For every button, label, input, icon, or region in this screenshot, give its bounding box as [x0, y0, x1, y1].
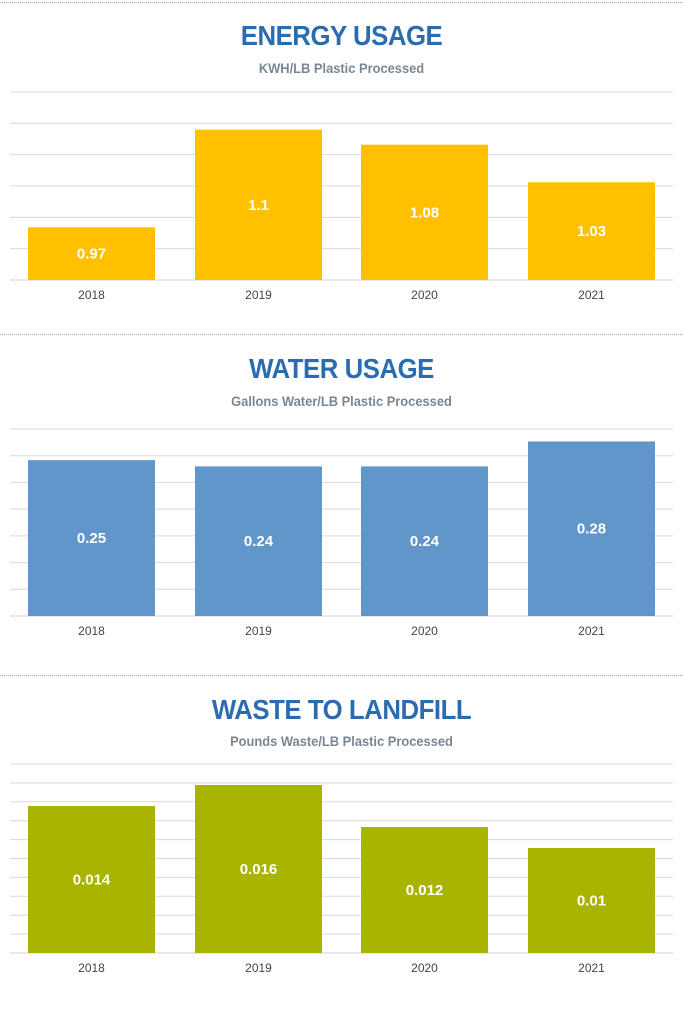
chart-subtitle: KWH/LB Plastic Processed [258, 60, 425, 76]
water-usage-panel: WATER USAGE Gallons Water/LB Plastic Pro… [10, 353, 673, 638]
data-label: 0.01 [577, 893, 606, 910]
chart-subtitle: Gallons Water/LB Plastic Processed [231, 393, 452, 409]
x-tick-label: 2020 [411, 961, 438, 975]
energy-usage-chart: 0.97 2018 1.1 2019 1.08 2020 1.03 2021 [10, 91, 673, 302]
section-divider [0, 334, 683, 335]
bar-2018 [28, 227, 155, 280]
x-tick-label: 2018 [78, 961, 105, 975]
bar-2021 [528, 182, 655, 280]
data-label: 0.014 [73, 872, 111, 889]
section-divider [0, 675, 683, 676]
water-usage-chart: 0.25 2018 0.24 2019 0.24 2020 0.28 2021 [10, 428, 673, 638]
x-tick-label: 2020 [411, 624, 438, 638]
data-label: 0.28 [577, 521, 606, 538]
bar-2018 [28, 460, 155, 616]
data-label: 0.25 [77, 530, 106, 547]
chart-title: WATER USAGE [249, 353, 434, 384]
x-tick-label: 2018 [78, 624, 105, 638]
bar-2020 [361, 144, 488, 280]
chart-title: WASTE TO LANDFILL [211, 694, 472, 725]
x-tick-label: 2021 [578, 961, 605, 975]
data-label: 0.012 [406, 882, 444, 899]
data-label: 1.1 [248, 197, 269, 214]
data-label: 0.97 [77, 246, 106, 263]
data-label: 0.016 [240, 861, 278, 878]
x-tick-label: 2018 [78, 288, 105, 302]
bar-2019 [195, 466, 322, 616]
x-tick-label: 2021 [578, 288, 605, 302]
x-tick-label: 2019 [245, 288, 272, 302]
x-tick-label: 2019 [245, 961, 272, 975]
chart-title: ENERGY USAGE [240, 20, 443, 51]
bar-2020 [361, 827, 488, 953]
chart-subtitle: Pounds Waste/LB Plastic Processed [230, 733, 453, 749]
bar-2019 [195, 785, 322, 953]
x-tick-label: 2019 [245, 624, 272, 638]
energy-usage-panel: ENERGY USAGE KWH/LB Plastic Processed 0.… [0, 0, 683, 330]
x-tick-label: 2020 [411, 288, 438, 302]
data-label: 1.08 [410, 204, 439, 221]
bar-2018 [28, 806, 155, 953]
bar-2021 [528, 848, 655, 953]
data-label: 0.24 [410, 533, 440, 550]
bar-2021 [528, 441, 655, 616]
data-label: 0.24 [244, 533, 274, 550]
bar-2020 [361, 466, 488, 616]
bar-2019 [195, 129, 322, 280]
top-divider [0, 2, 683, 3]
x-tick-label: 2021 [578, 624, 605, 638]
data-label: 1.03 [577, 223, 606, 240]
